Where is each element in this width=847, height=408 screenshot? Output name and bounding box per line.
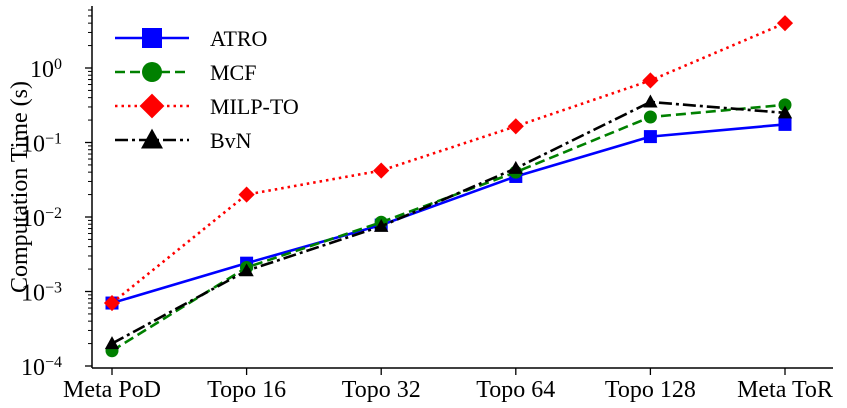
data-point [104, 336, 120, 350]
legend-marker [142, 62, 162, 82]
legend: ATRO MCF MILP-TO BvN [115, 26, 299, 153]
x-tick-label: Meta ToR [737, 377, 833, 403]
data-point [508, 160, 523, 174]
data-point [238, 186, 255, 203]
series-line [111, 123, 786, 305]
legend-label: BvN [210, 128, 252, 153]
y-tick-label-base: 10 [21, 206, 45, 232]
y-tick-label-exponent: 0 [54, 56, 62, 73]
legend-item: ATRO [115, 26, 267, 51]
legend-label: MCF [210, 60, 256, 85]
y-tick-label-exponent: −4 [45, 354, 62, 371]
data-point [507, 118, 524, 135]
x-tick-label: Topo 128 [605, 377, 696, 403]
y-tick-label: 10−1 [21, 130, 62, 158]
y-tick-label-base: 10 [21, 281, 45, 307]
x-tick-label: Meta PoD [63, 377, 161, 403]
series-mcf [105, 98, 792, 358]
legend-item: MCF [115, 60, 256, 85]
legend-label: ATRO [210, 26, 267, 51]
y-tick-label: 10−4 [21, 354, 62, 382]
y-tick-label-base: 10 [30, 57, 54, 83]
data-point [374, 218, 389, 232]
data-point [643, 130, 657, 144]
y-tick-label-exponent: −1 [45, 130, 62, 147]
series-line [111, 21, 786, 305]
y-tick-label-base: 10 [21, 132, 45, 158]
y-tick-label: 10−2 [21, 205, 62, 233]
data-point [776, 15, 794, 32]
x-tick-label: Topo 32 [342, 377, 421, 403]
data-point [239, 263, 254, 277]
series-atro [105, 117, 792, 310]
legend-item: MILP-TO [115, 93, 299, 119]
legend-marker [141, 128, 163, 149]
legend-marker [139, 93, 165, 119]
x-tick-label: Topo 16 [207, 377, 286, 403]
data-point [778, 98, 792, 112]
y-tick-label-base: 10 [21, 355, 45, 381]
data-point [642, 72, 659, 89]
data-point [103, 294, 121, 312]
data-point [643, 110, 657, 124]
y-tick-label: 10−3 [21, 279, 62, 307]
x-tick-label: Topo 64 [476, 377, 555, 403]
series-bvn [104, 94, 793, 350]
y-tick-label-exponent: −3 [45, 279, 62, 296]
series-line [111, 100, 786, 345]
data-point [778, 117, 792, 131]
y-tick-label-exponent: −2 [45, 205, 62, 222]
data-point [643, 94, 658, 108]
legend-item: BvN [115, 128, 252, 153]
data-point [777, 105, 793, 119]
y-axis-label: Computation Time (s) [7, 81, 33, 293]
series-milp-to [103, 15, 794, 312]
y-tick-label: 100 [30, 56, 62, 84]
data-point [373, 162, 390, 179]
legend-marker [142, 28, 162, 48]
legend-label: MILP-TO [210, 94, 299, 119]
